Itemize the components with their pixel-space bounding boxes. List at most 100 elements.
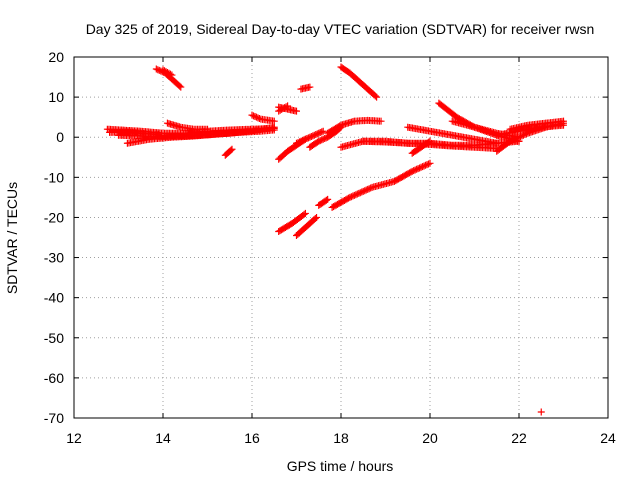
- x-tick-label: 18: [333, 430, 349, 446]
- data-point: [152, 65, 160, 73]
- y-axis-label: SDTVAR / TECUs: [4, 182, 20, 294]
- data-point: [352, 191, 360, 199]
- data-point: [315, 129, 323, 137]
- data-point: [420, 162, 428, 170]
- data-point: [414, 165, 422, 173]
- data-point: [249, 112, 257, 120]
- data-point: [270, 123, 278, 131]
- data-point: [356, 189, 364, 197]
- data-point: [307, 133, 315, 141]
- data-point: [506, 137, 514, 145]
- x-tick-label: 12: [66, 430, 82, 446]
- data-point: [355, 189, 363, 197]
- data-point: [282, 103, 290, 111]
- data-point: [425, 160, 433, 168]
- data-point: [361, 187, 369, 195]
- y-tick-label: 20: [48, 49, 64, 65]
- data-point: [322, 196, 330, 204]
- data-point: [315, 137, 323, 145]
- y-tick-label: 10: [48, 89, 64, 105]
- y-tick-label: -50: [44, 330, 64, 346]
- x-tick-label: 20: [422, 430, 438, 446]
- data-points: [103, 63, 567, 416]
- data-point: [411, 166, 419, 174]
- data-point: [316, 129, 324, 137]
- data-point: [293, 139, 300, 147]
- data-point: [255, 115, 263, 123]
- x-tick-label: 16: [244, 430, 260, 446]
- data-point: [227, 146, 235, 154]
- data-point: [425, 138, 433, 146]
- data-point: [367, 184, 375, 192]
- data-point: [168, 71, 176, 79]
- data-point: [423, 161, 431, 169]
- data-point: [422, 161, 430, 169]
- data-point: [313, 130, 321, 138]
- data-point: [515, 133, 523, 141]
- data-point: [353, 190, 361, 198]
- data-point: [493, 139, 501, 147]
- data-point: [346, 193, 354, 201]
- data-point: [300, 136, 308, 144]
- data-point: [204, 125, 211, 133]
- data-point: [270, 117, 278, 125]
- data-point: [300, 210, 308, 218]
- data-point: [309, 132, 317, 140]
- data-point: [359, 187, 367, 195]
- data-point: [373, 93, 381, 101]
- data-point: [426, 159, 434, 167]
- data-point: [417, 163, 425, 171]
- data-point: [324, 195, 332, 203]
- data-point: [177, 83, 185, 91]
- data-point: [228, 145, 236, 153]
- data-point: [310, 131, 318, 139]
- data-point: [252, 113, 260, 121]
- data-point: [176, 82, 184, 90]
- data-point: [537, 408, 545, 416]
- data-point: [254, 114, 262, 122]
- data-point: [419, 163, 427, 171]
- x-tick-label: 22: [511, 430, 527, 446]
- y-tick-label: -40: [44, 290, 64, 306]
- data-point: [318, 128, 326, 136]
- data-point: [298, 137, 306, 145]
- data-point: [251, 112, 259, 120]
- data-point: [347, 193, 355, 201]
- data-point: [306, 133, 314, 141]
- data-point: [316, 137, 324, 145]
- data-point: [426, 137, 434, 145]
- data-point: [312, 131, 320, 139]
- data-point: [319, 135, 327, 143]
- data-point: [408, 167, 416, 175]
- data-point: [301, 209, 309, 217]
- data-point: [166, 70, 174, 78]
- data-point: [294, 139, 302, 147]
- y-tick-label: -70: [44, 410, 64, 426]
- data-point: [248, 111, 256, 119]
- x-tick-label: 14: [155, 430, 171, 446]
- data-point: [560, 121, 567, 129]
- data-point: [514, 134, 522, 142]
- data-point: [311, 215, 319, 223]
- data-point: [321, 135, 329, 143]
- data-point: [301, 135, 309, 143]
- data-point: [295, 138, 303, 146]
- data-point: [293, 107, 300, 115]
- data-point: [297, 137, 305, 145]
- chart-title: Day 325 of 2019, Sidereal Day-to-day VTE…: [86, 21, 595, 37]
- data-point: [413, 165, 421, 173]
- y-tick-label: -30: [44, 250, 64, 266]
- data-point: [512, 135, 520, 143]
- data-point: [364, 185, 372, 193]
- data-point: [284, 102, 292, 110]
- y-tick-label: -10: [44, 169, 64, 185]
- data-point: [416, 164, 424, 172]
- data-point: [350, 191, 358, 199]
- data-point: [508, 137, 516, 145]
- data-point: [511, 135, 519, 143]
- data-point: [303, 135, 311, 143]
- data-point: [349, 192, 357, 200]
- data-point: [319, 127, 327, 135]
- x-tick-label: 24: [600, 430, 616, 446]
